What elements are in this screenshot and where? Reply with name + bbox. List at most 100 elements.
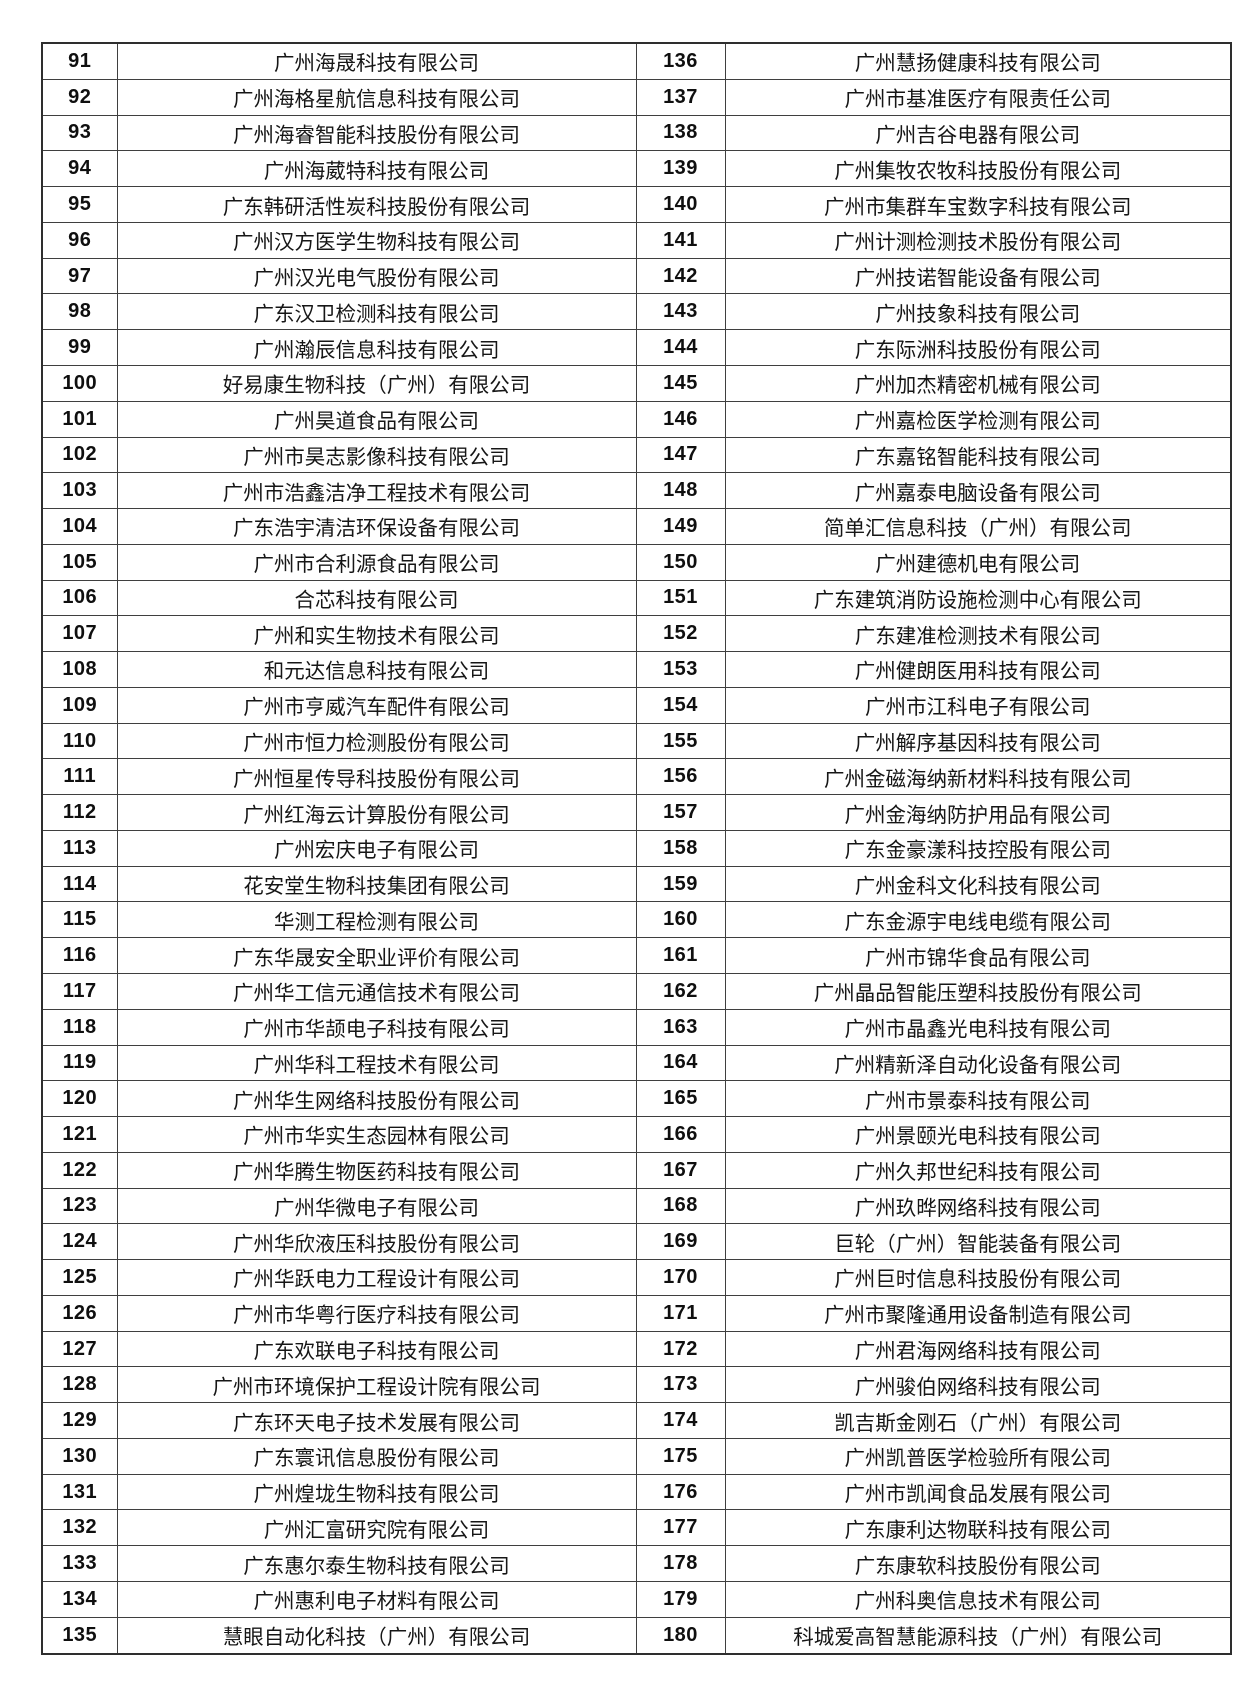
table-row: 107 广州和实生物技术有限公司 152 广东建准检测技术有限公司 [41, 615, 1232, 653]
table-row: 121 广州市华实生态园林有限公司 166 广州景颐光电科技有限公司 [41, 1116, 1232, 1153]
rank-cell-right: 150 [635, 543, 726, 581]
rank-cell-left: 93 [41, 114, 118, 152]
company-name-cell-left: 广州海格星航信息科技有限公司 [116, 78, 637, 116]
rank-cell-right: 140 [635, 186, 726, 223]
company-name-cell-right: 广州建德机电有限公司 [724, 543, 1232, 581]
table-row: 126 广州市华粤行医疗科技有限公司 171 广州市聚隆通用设备制造有限公司 [41, 1294, 1232, 1332]
rank-cell-right: 141 [635, 221, 726, 259]
company-name-cell-right: 广州精新泽自动化设备有限公司 [724, 1044, 1232, 1082]
company-name-cell-right: 广州骏伯网络科技有限公司 [724, 1366, 1232, 1404]
rank-cell-right: 166 [635, 1116, 726, 1153]
rank-cell-right: 180 [635, 1616, 726, 1655]
rank-cell-left: 130 [41, 1437, 118, 1475]
table-row: 117 广州华工信元通信技术有限公司 162 广州晶品智能压塑科技股份有限公司 [41, 972, 1232, 1010]
table-row: 94 广州海葳特科技有限公司 139 广州集牧农牧科技股份有限公司 [41, 150, 1232, 188]
company-name-cell-left: 广州汇富研究院有限公司 [116, 1509, 637, 1547]
table-row: 134 广州惠利电子材料有限公司 179 广州科奥信息技术有限公司 [41, 1581, 1232, 1618]
rank-cell-left: 134 [41, 1581, 118, 1618]
company-name-cell-right: 广东康软科技股份有限公司 [724, 1545, 1232, 1582]
rank-cell-right: 171 [635, 1294, 726, 1332]
company-name-cell-right: 广州凯普医学检验所有限公司 [724, 1437, 1232, 1475]
company-name-cell-right: 广州金磁海纳新材料科技有限公司 [724, 758, 1232, 796]
rank-cell-left: 95 [41, 186, 118, 223]
company-name-cell-right: 广州科奥信息技术有限公司 [724, 1581, 1232, 1618]
rank-cell-right: 177 [635, 1509, 726, 1547]
rank-cell-left: 129 [41, 1402, 118, 1439]
table-row: 106 合芯科技有限公司 151 广东建筑消防设施检测中心有限公司 [41, 579, 1232, 617]
rank-cell-right: 163 [635, 1008, 726, 1046]
company-name-cell-left: 广东浩宇清洁环保设备有限公司 [116, 508, 637, 545]
rank-cell-left: 92 [41, 78, 118, 116]
table-row: 99 广州瀚辰信息科技有限公司 144 广东际洲科技股份有限公司 [41, 329, 1232, 366]
company-name-cell-left: 广州汉方医学生物科技有限公司 [116, 221, 637, 259]
company-name-cell-left: 广州宏庆电子有限公司 [116, 829, 637, 867]
company-name-cell-left: 广东惠尔泰生物科技有限公司 [116, 1545, 637, 1582]
table-row: 114 花安堂生物科技集团有限公司 159 广州金科文化科技有限公司 [41, 865, 1232, 903]
table-row: 130 广东寰讯信息股份有限公司 175 广州凯普医学检验所有限公司 [41, 1437, 1232, 1475]
company-name-cell-right: 广州巨时信息科技股份有限公司 [724, 1259, 1232, 1296]
rank-cell-left: 128 [41, 1366, 118, 1404]
rank-cell-left: 131 [41, 1473, 118, 1511]
company-name-cell-right: 广州市锦华食品有限公司 [724, 937, 1232, 974]
rank-cell-right: 148 [635, 472, 726, 510]
table-row: 100 好易康生物科技（广州）有限公司 145 广州加杰精密机械有限公司 [41, 364, 1232, 402]
rank-cell-right: 138 [635, 114, 726, 152]
rank-cell-left: 132 [41, 1509, 118, 1547]
company-name-cell-right: 广州嘉检医学检测有限公司 [724, 400, 1232, 438]
company-name-cell-left: 广州汉光电气股份有限公司 [116, 257, 637, 295]
rank-cell-left: 103 [41, 472, 118, 510]
company-name-cell-left: 和元达信息科技有限公司 [116, 651, 637, 688]
rank-cell-left: 126 [41, 1294, 118, 1332]
rank-cell-right: 172 [635, 1330, 726, 1368]
company-name-cell-right: 凯吉斯金刚石（广州）有限公司 [724, 1402, 1232, 1439]
rank-cell-left: 124 [41, 1223, 118, 1261]
company-name-cell-right: 广州计测检测技术股份有限公司 [724, 221, 1232, 259]
rank-cell-right: 152 [635, 615, 726, 653]
company-name-cell-left: 广州恒星传导科技股份有限公司 [116, 758, 637, 796]
rank-cell-right: 144 [635, 329, 726, 366]
table-row: 128 广州市环境保护工程设计院有限公司 173 广州骏伯网络科技有限公司 [41, 1366, 1232, 1404]
rank-cell-right: 136 [635, 42, 726, 80]
rank-cell-right: 169 [635, 1223, 726, 1261]
table-row: 110 广州市恒力检测股份有限公司 155 广州解序基因科技有限公司 [41, 722, 1232, 760]
table-row: 135 慧眼自动化科技（广州）有限公司 180 科城爱高智慧能源科技（广州）有限公司 [41, 1616, 1232, 1655]
rank-cell-left: 101 [41, 400, 118, 438]
company-name-cell-right: 广东嘉铭智能科技有限公司 [724, 436, 1232, 474]
table-row: 91 广州海晟科技有限公司 136 广州慧扬健康科技有限公司 [41, 42, 1232, 80]
company-name-cell-left: 花安堂生物科技集团有限公司 [116, 865, 637, 903]
rank-cell-left: 94 [41, 150, 118, 188]
company-name-cell-left: 广东欢联电子科技有限公司 [116, 1330, 637, 1368]
company-name-cell-right: 广州金科文化科技有限公司 [724, 865, 1232, 903]
table-row: 95 广东韩研活性炭科技股份有限公司 140 广州市集群车宝数字科技有限公司 [41, 186, 1232, 223]
company-name-cell-right: 广东康利达物联科技有限公司 [724, 1509, 1232, 1547]
rank-cell-right: 157 [635, 794, 726, 831]
rank-cell-left: 114 [41, 865, 118, 903]
company-name-cell-right: 广州加杰精密机械有限公司 [724, 364, 1232, 402]
company-name-cell-left: 广东环天电子技术发展有限公司 [116, 1402, 637, 1439]
company-name-cell-left: 广州瀚辰信息科技有限公司 [116, 329, 637, 366]
rank-cell-right: 161 [635, 937, 726, 974]
table-row: 96 广州汉方医学生物科技有限公司 141 广州计测检测技术股份有限公司 [41, 221, 1232, 259]
rank-cell-right: 145 [635, 364, 726, 402]
table-row: 123 广州华微电子有限公司 168 广州玖晔网络科技有限公司 [41, 1187, 1232, 1225]
rank-cell-right: 143 [635, 293, 726, 331]
company-name-cell-left: 广东寰讯信息股份有限公司 [116, 1437, 637, 1475]
rank-cell-left: 122 [41, 1151, 118, 1189]
company-name-cell-left: 慧眼自动化科技（广州）有限公司 [116, 1616, 637, 1655]
table-row: 97 广州汉光电气股份有限公司 142 广州技诺智能设备有限公司 [41, 257, 1232, 295]
company-name-cell-left: 广州海晟科技有限公司 [116, 42, 637, 80]
company-name-cell-right: 广州晶品智能压塑科技股份有限公司 [724, 972, 1232, 1010]
table-row: 103 广州市浩鑫洁净工程技术有限公司 148 广州嘉泰电脑设备有限公司 [41, 472, 1232, 510]
company-name-cell-left: 广州市浩鑫洁净工程技术有限公司 [116, 472, 637, 510]
rank-cell-left: 115 [41, 901, 118, 939]
company-name-cell-right: 广州集牧农牧科技股份有限公司 [724, 150, 1232, 188]
company-name-cell-left: 广州惠利电子材料有限公司 [116, 1581, 637, 1618]
rank-cell-right: 149 [635, 508, 726, 545]
company-name-cell-left: 广州市昊志影像科技有限公司 [116, 436, 637, 474]
company-name-cell-left: 广州华微电子有限公司 [116, 1187, 637, 1225]
table-row: 98 广东汉卫检测科技有限公司 143 广州技象科技有限公司 [41, 293, 1232, 331]
rank-cell-left: 121 [41, 1116, 118, 1153]
table-row: 120 广州华生网络科技股份有限公司 165 广州市景泰科技有限公司 [41, 1080, 1232, 1118]
table-row: 104 广东浩宇清洁环保设备有限公司 149 简单汇信息科技（广州）有限公司 [41, 508, 1232, 545]
rank-cell-right: 164 [635, 1044, 726, 1082]
